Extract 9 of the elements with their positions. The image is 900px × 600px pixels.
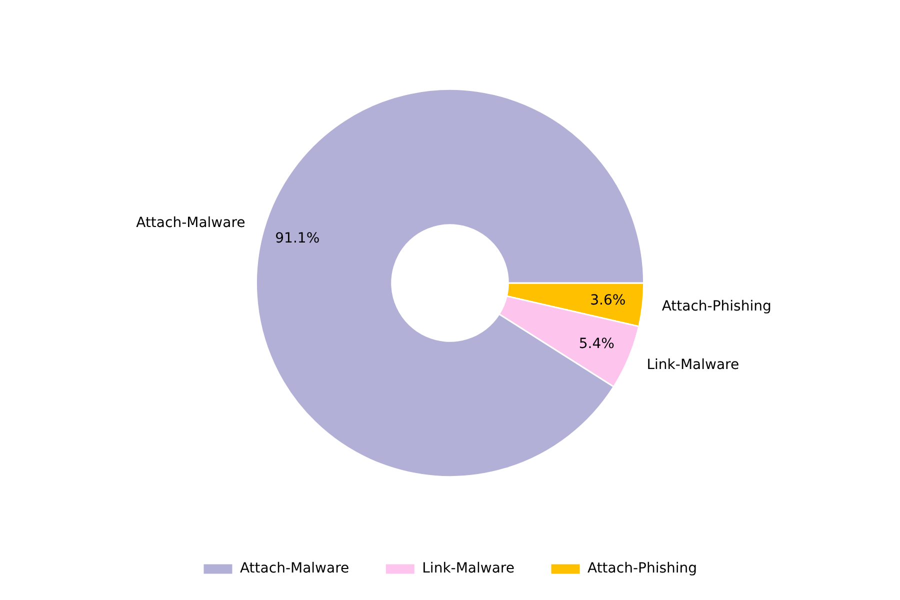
data-label: 5.4% <box>578 336 614 352</box>
data-label: 91.1% <box>275 230 320 246</box>
slice-label: Link-Malware <box>646 356 740 373</box>
legend-label: Attach-Phishing <box>587 560 698 577</box>
legend-label: Attach-Malware <box>240 560 350 577</box>
slice-label: Attach-Malware <box>136 215 246 232</box>
legend-label: Link-Malware <box>422 560 515 577</box>
data-label: 3.6% <box>590 292 626 309</box>
slice-label: Attach-Phishing <box>662 298 772 315</box>
